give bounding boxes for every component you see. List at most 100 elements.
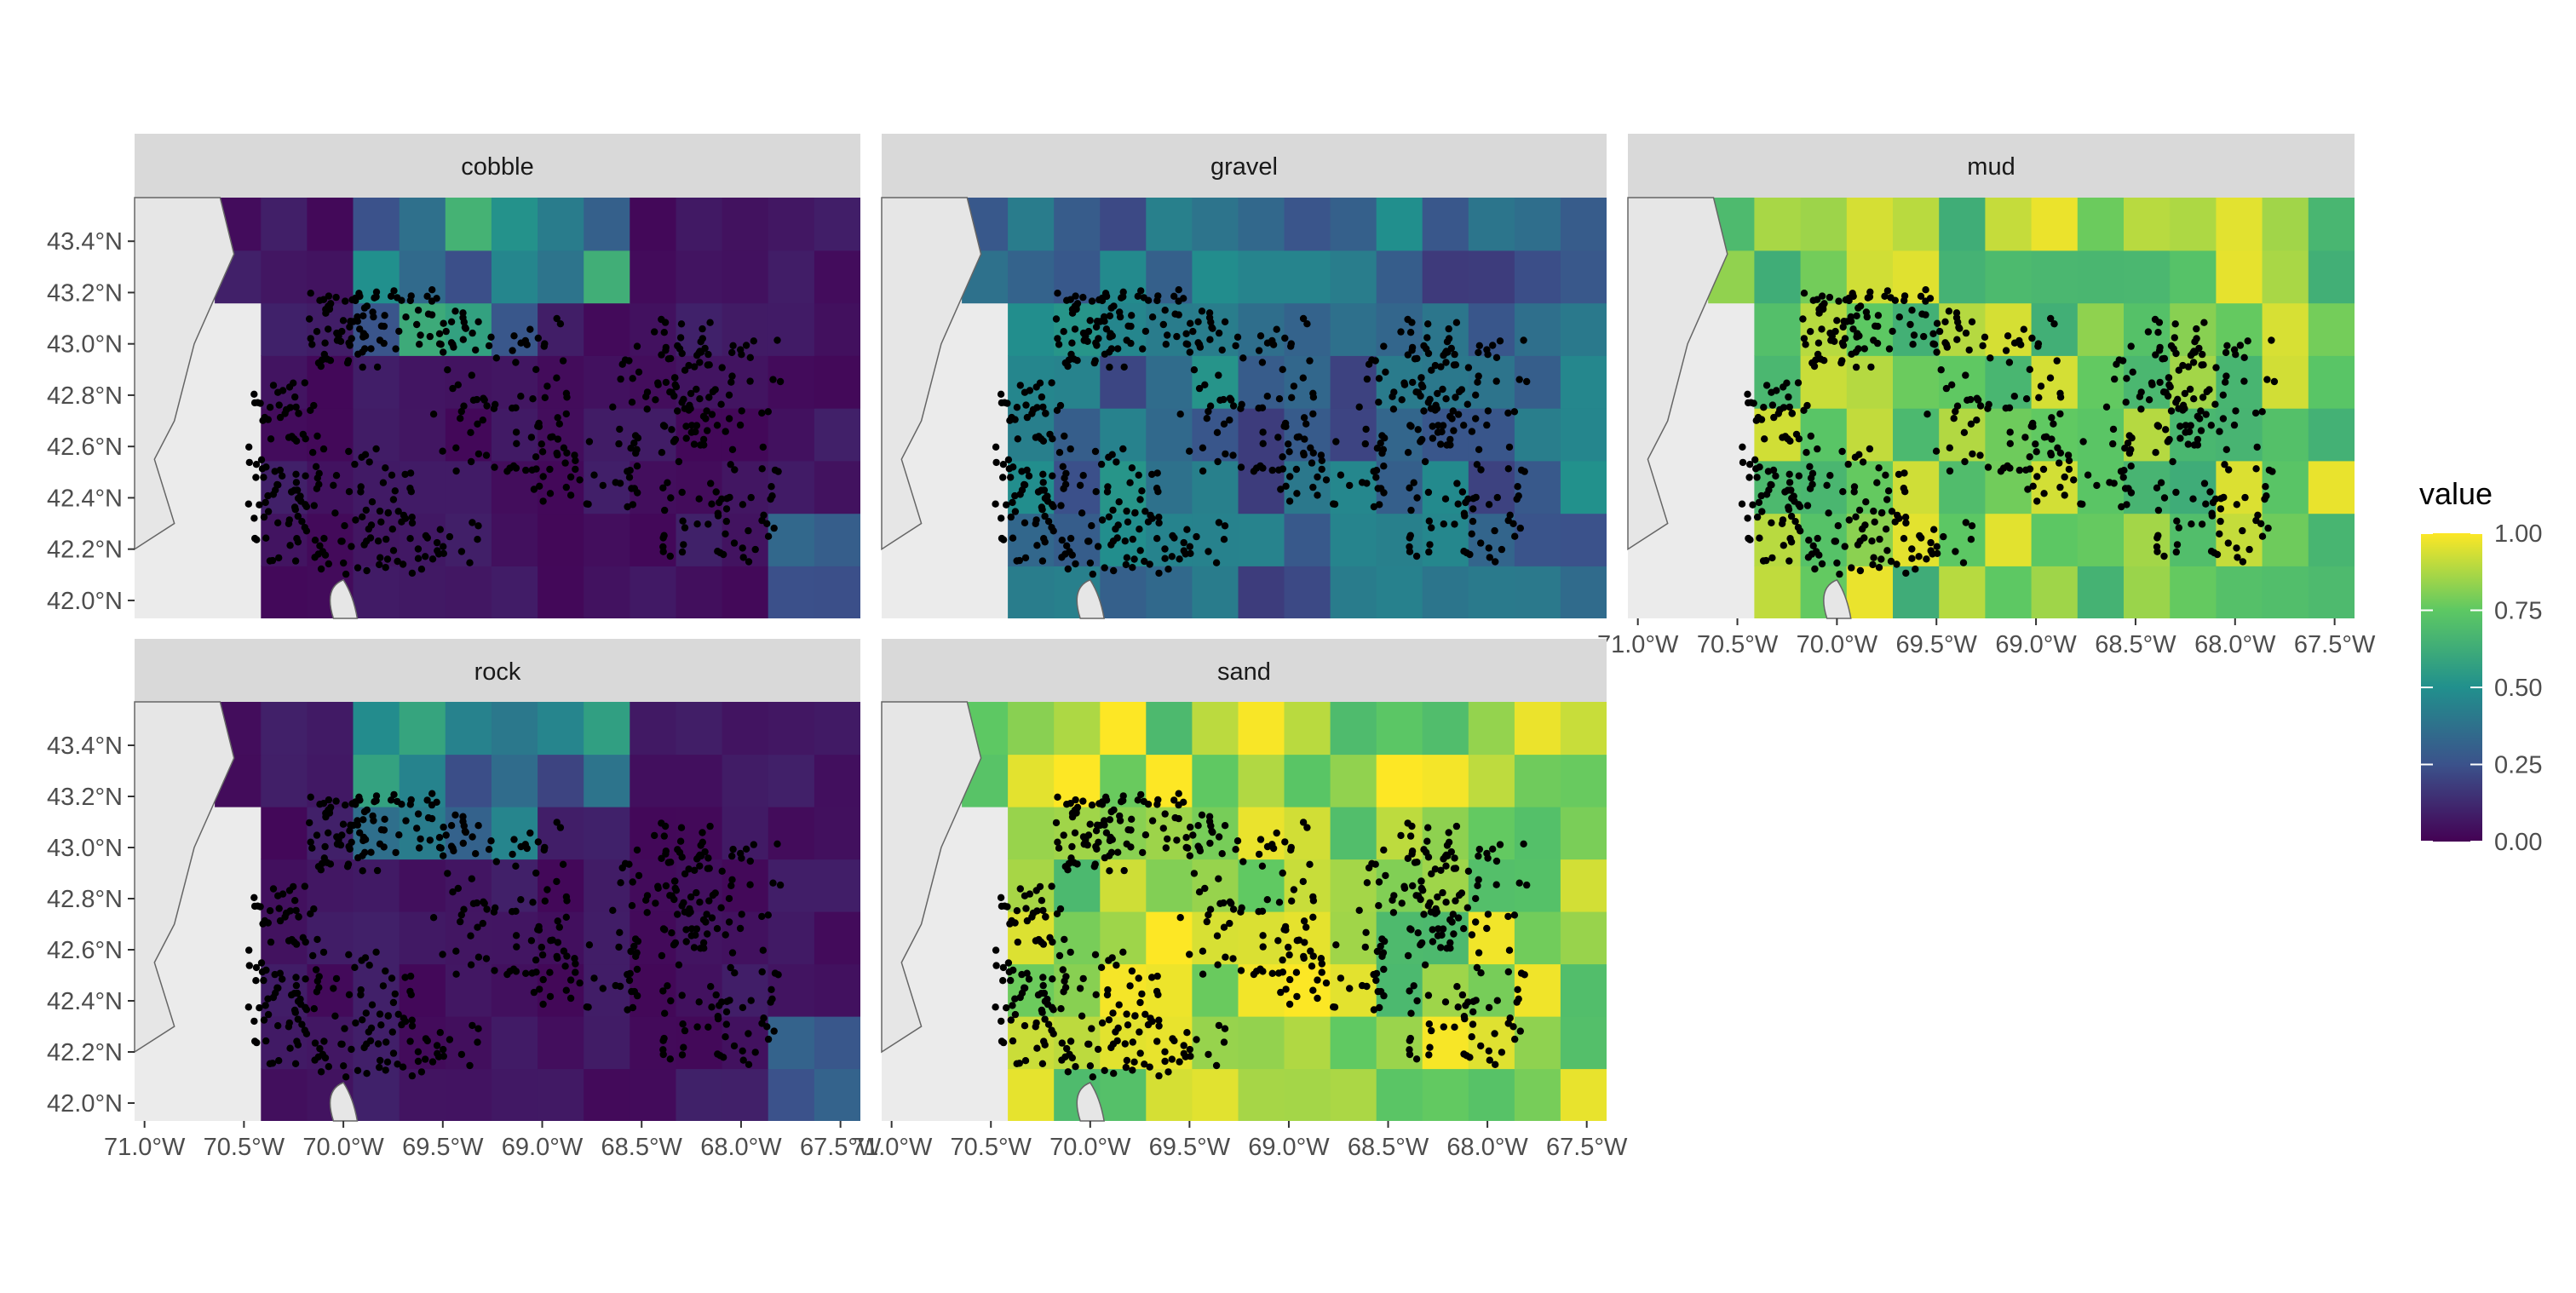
- station-point: [302, 501, 309, 509]
- station-point: [1092, 488, 1100, 496]
- station-point: [1483, 421, 1491, 429]
- station-point: [1449, 911, 1458, 918]
- station-point: [1377, 440, 1384, 447]
- station-point: [1161, 1057, 1169, 1066]
- station-point: [1774, 410, 1782, 417]
- station-point: [1848, 564, 1855, 572]
- station-point: [1195, 888, 1204, 896]
- station-point: [1252, 464, 1261, 472]
- station-point: [1423, 334, 1431, 342]
- station-point: [337, 1040, 345, 1049]
- station-point: [1239, 858, 1247, 865]
- station-point: [1189, 327, 1197, 336]
- station-point: [1299, 314, 1308, 323]
- station-point: [264, 508, 273, 515]
- station-point: [746, 857, 754, 865]
- station-point: [370, 313, 377, 321]
- station-point: [1229, 402, 1238, 410]
- station-point: [2212, 364, 2220, 371]
- raster-cell: [261, 807, 308, 860]
- station-point: [704, 427, 711, 434]
- station-point: [1406, 1050, 1414, 1059]
- station-point: [1222, 450, 1229, 458]
- station-point: [633, 846, 641, 854]
- station-point: [250, 390, 258, 398]
- station-point: [546, 490, 555, 497]
- raster-cell: [261, 1068, 308, 1121]
- station-point: [541, 843, 549, 852]
- raster-cell: [1238, 198, 1285, 251]
- station-point: [2179, 361, 2187, 370]
- station-point: [440, 348, 447, 356]
- station-point: [262, 498, 269, 507]
- station-point: [1785, 403, 1793, 411]
- station-point: [1768, 519, 1775, 526]
- station-point: [1355, 403, 1363, 411]
- station-point: [308, 844, 316, 852]
- station-point: [1472, 997, 1480, 1004]
- raster-cell: [768, 302, 815, 356]
- station-point: [320, 534, 328, 543]
- station-point: [1424, 991, 1433, 999]
- station-point: [1139, 345, 1147, 353]
- station-point: [1144, 1020, 1153, 1029]
- station-point: [616, 928, 624, 937]
- raster-cell: [399, 1068, 446, 1121]
- station-point: [342, 570, 350, 578]
- raster-cell: [1560, 1068, 1607, 1121]
- station-point: [276, 917, 285, 925]
- station-point: [1429, 938, 1437, 945]
- station-point: [1306, 357, 1314, 365]
- station-point: [446, 532, 454, 541]
- station-point: [768, 986, 775, 994]
- station-point: [1063, 1044, 1071, 1053]
- y-tick-label: 42.8°N: [47, 886, 123, 913]
- station-point: [1836, 570, 1843, 578]
- station-point: [1802, 341, 1809, 348]
- station-point: [522, 466, 530, 474]
- station-point: [539, 975, 547, 984]
- station-point: [1086, 1062, 1095, 1070]
- station-point: [362, 506, 370, 514]
- station-point: [728, 372, 736, 380]
- station-point: [1942, 384, 1951, 393]
- station-point: [1067, 854, 1075, 862]
- station-point: [561, 459, 569, 467]
- station-point: [693, 888, 700, 897]
- station-point: [457, 1050, 466, 1059]
- station-point: [728, 949, 737, 957]
- station-point: [2162, 426, 2170, 434]
- station-point: [401, 974, 409, 981]
- raster-cell: [630, 702, 676, 756]
- station-point: [1483, 849, 1491, 858]
- station-point: [1148, 313, 1157, 321]
- station-point: [643, 405, 651, 413]
- station-point: [1468, 931, 1476, 939]
- station-point: [1303, 824, 1311, 831]
- station-point: [457, 415, 464, 422]
- station-point: [1485, 501, 1493, 509]
- station-point: [2181, 389, 2189, 398]
- station-point: [1953, 336, 1961, 343]
- station-point: [1300, 917, 1308, 925]
- legend-break-label: 0.00: [2494, 829, 2542, 856]
- station-point: [1176, 914, 1184, 922]
- station-point: [1170, 292, 1178, 300]
- y-tick-label: 43.2°N: [47, 279, 123, 307]
- station-point: [530, 486, 538, 493]
- station-point: [1475, 852, 1482, 860]
- station-point: [1107, 304, 1115, 312]
- station-point: [368, 498, 377, 506]
- station-point: [245, 458, 253, 467]
- station-point: [1954, 319, 1962, 326]
- station-point: [1406, 532, 1415, 539]
- station-point: [408, 1016, 416, 1024]
- station-point: [1275, 899, 1284, 906]
- station-point: [1450, 427, 1458, 434]
- station-point: [1852, 363, 1860, 371]
- raster-cell: [768, 702, 815, 756]
- station-point: [1492, 558, 1499, 566]
- station-point: [1439, 888, 1446, 897]
- station-point: [1475, 876, 1482, 884]
